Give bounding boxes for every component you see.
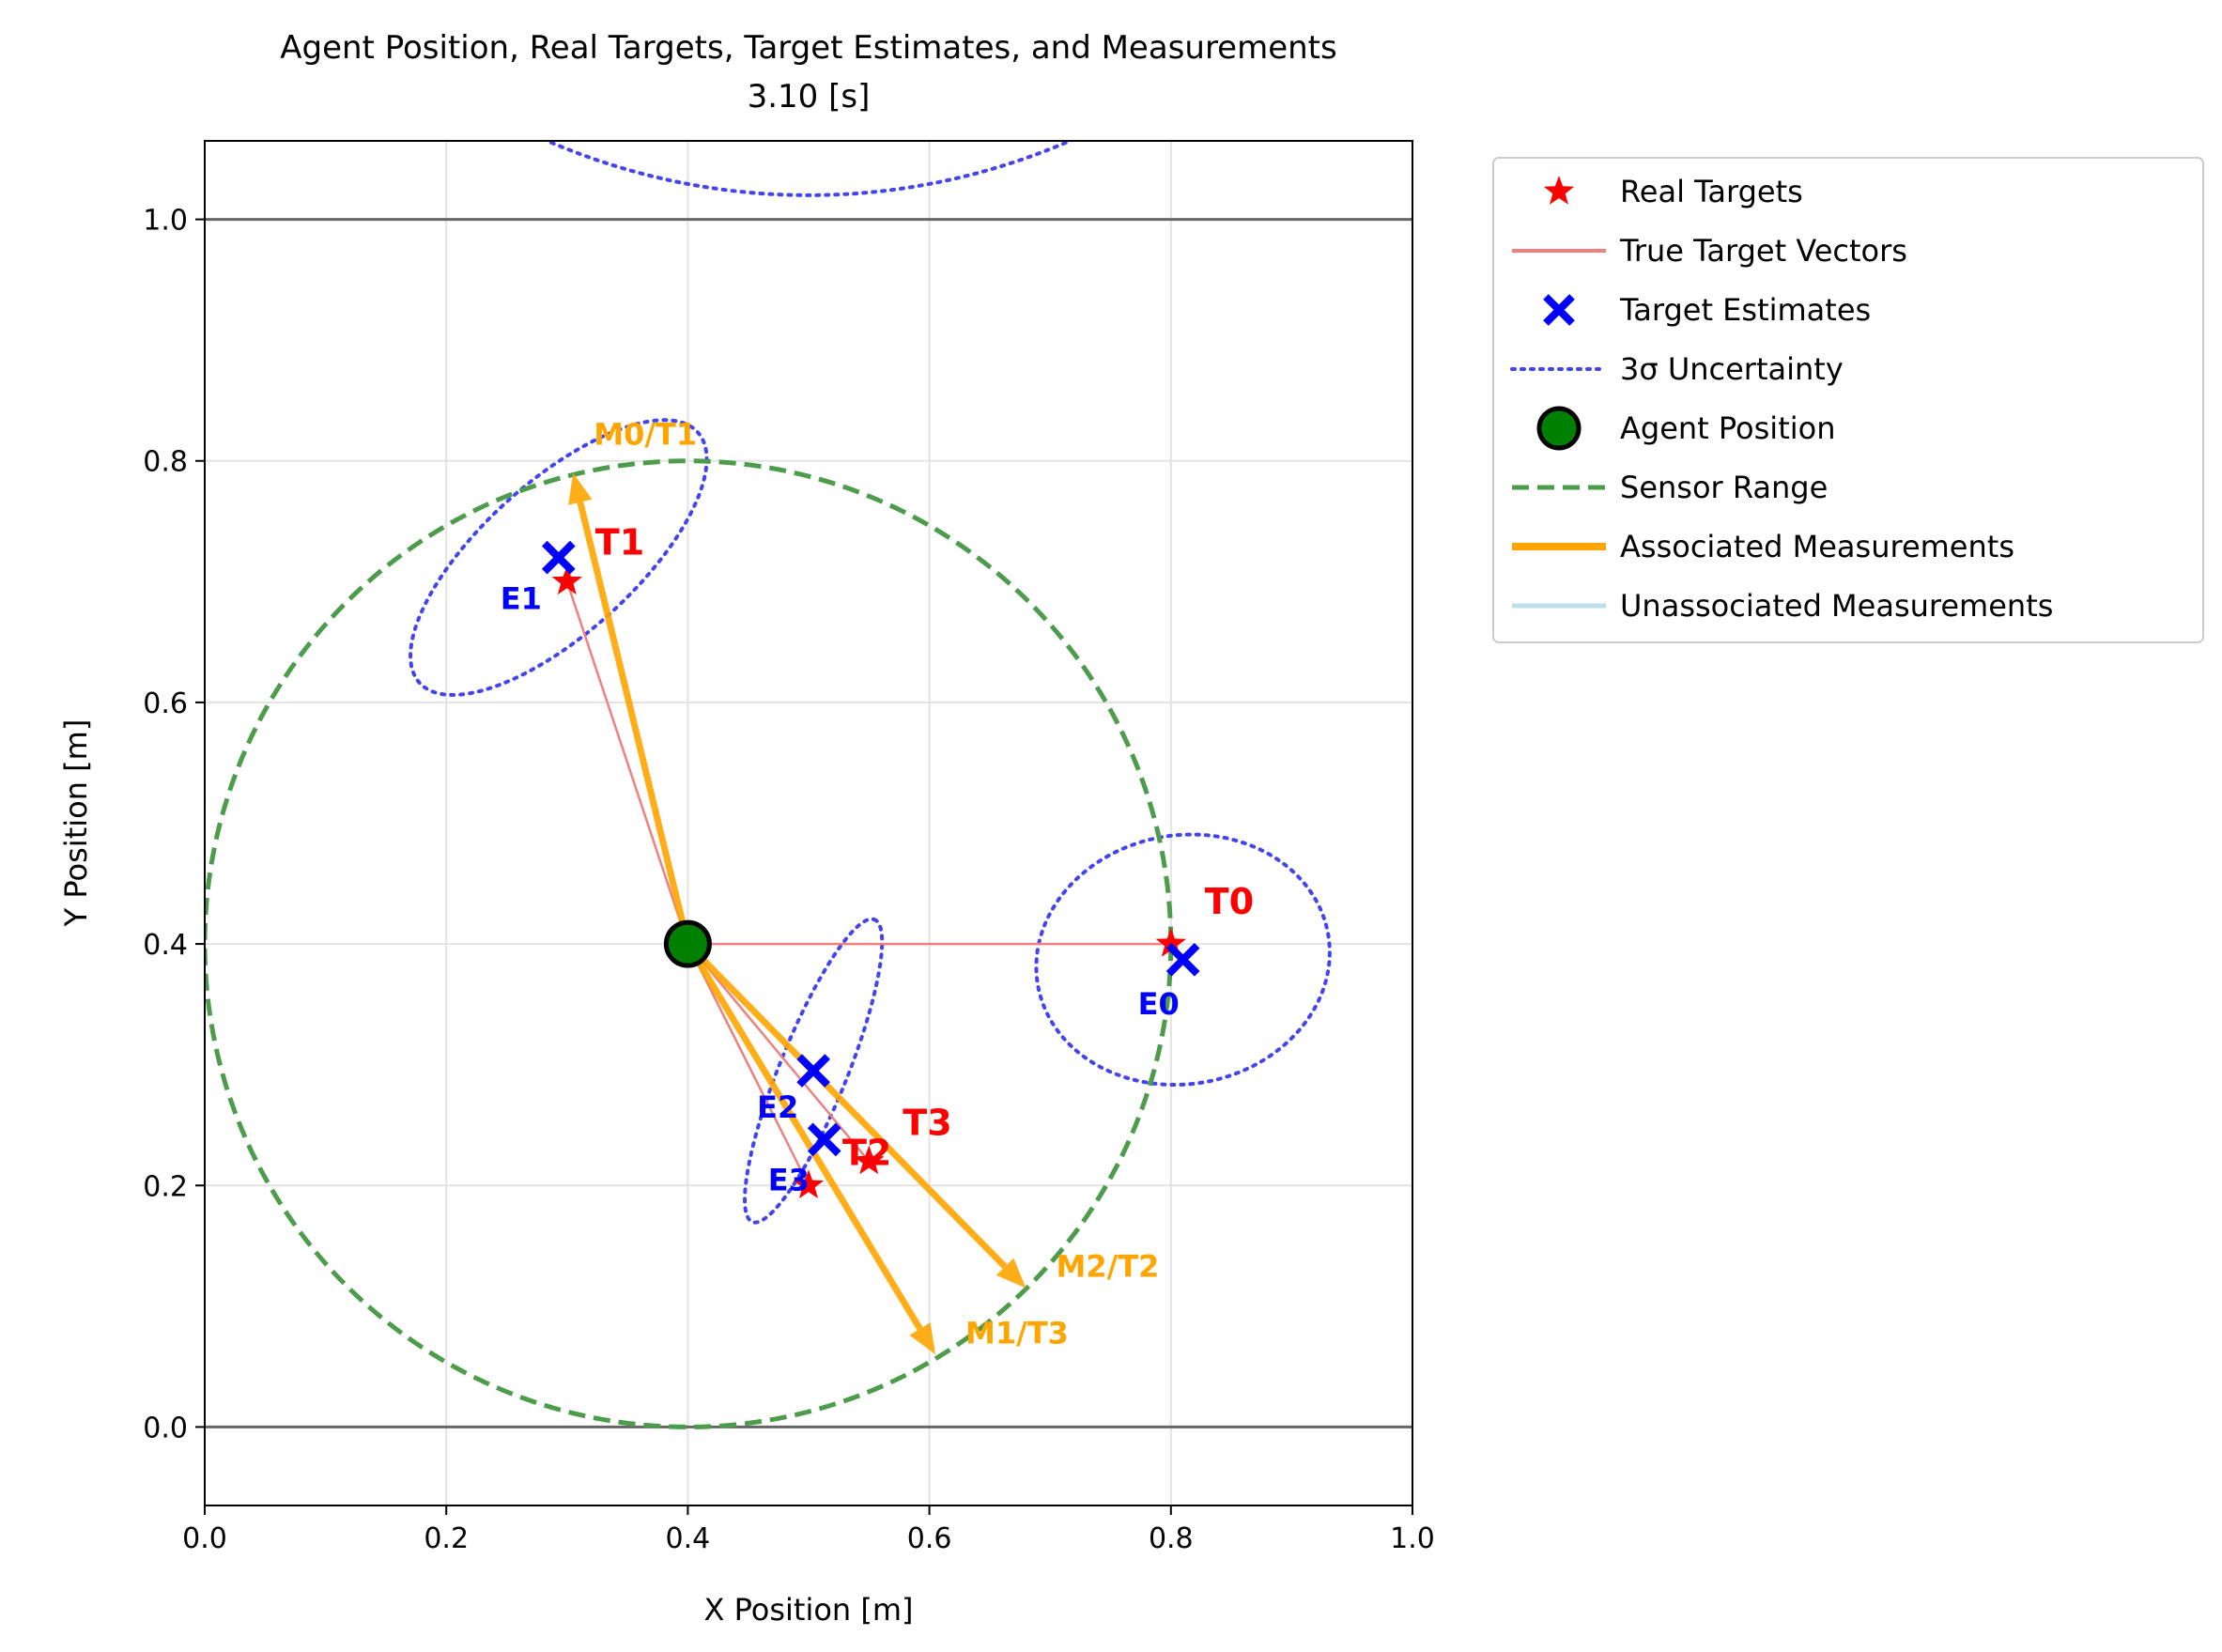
chart-subtitle: 3.10 [s] — [748, 78, 871, 116]
y-tick-label-2: 0.4 — [143, 929, 188, 962]
legend-x-icon — [1543, 294, 1575, 326]
true-vector-T3 — [687, 943, 871, 1163]
legend-label: Agent Position — [1620, 410, 1835, 446]
legend-entry-7: Unassociated Measurements — [1512, 588, 2053, 624]
estimate-label-E0: E0 — [1138, 986, 1180, 1022]
target-label-T1: T1 — [595, 521, 644, 563]
legend-label: 3σ Uncertainty — [1620, 351, 1844, 387]
uncertainty-ellipse-offscreen — [543, 141, 1074, 197]
y-tick-label-3: 0.6 — [143, 687, 188, 720]
estimate-marker-E1 — [541, 540, 576, 575]
true-vector-T1 — [565, 580, 689, 945]
legend-label: Target Estimates — [1619, 292, 1871, 328]
estimate-label-E3: E3 — [768, 1162, 810, 1197]
target-label-T3: T3 — [903, 1103, 951, 1144]
legend-label: True Target Vectors — [1619, 233, 1907, 269]
x-tick-label-0: 0.0 — [182, 1522, 227, 1555]
y-tick-label-4: 0.8 — [143, 446, 188, 479]
estimate-marker-E0 — [1165, 942, 1200, 977]
real-target-T2 — [793, 1169, 825, 1198]
x-tick-label-5: 1.0 — [1390, 1522, 1435, 1555]
measurement-label-1: M1/T3 — [965, 1315, 1069, 1351]
legend-entry-0: Real Targets — [1543, 174, 1803, 209]
legend-entry-1: True Target Vectors — [1512, 233, 1907, 269]
grid — [204, 141, 1413, 1505]
y-tick-label-0: 0.0 — [143, 1412, 188, 1444]
legend-agent-icon — [1536, 406, 1582, 451]
target-label-T0: T0 — [1205, 881, 1254, 922]
measurement-arrow-2 — [685, 941, 1008, 1270]
true-vector-T2 — [687, 943, 810, 1186]
legend-label: Sensor Range — [1620, 470, 1828, 505]
x-tick-label-1: 0.2 — [424, 1522, 469, 1555]
real-target-T0 — [1155, 928, 1186, 957]
legend-box — [1492, 157, 2204, 643]
uncertainty-ellipse-0 — [1034, 832, 1332, 1088]
estimate-marker-E2 — [796, 1054, 830, 1088]
legend-entry-3: 3σ Uncertainty — [1510, 351, 1844, 387]
x-tick-label-4: 0.8 — [1149, 1522, 1194, 1555]
target-label-T2: T2 — [842, 1132, 891, 1173]
legend-label: Real Targets — [1620, 174, 1803, 209]
estimate-label-E2: E2 — [757, 1089, 798, 1125]
measurement-label-2: M2/T2 — [1056, 1249, 1159, 1285]
measurement-arrowhead-2 — [995, 1258, 1026, 1289]
legend-entry-6: Associated Measurements — [1512, 529, 2014, 564]
plot-area: T0 T1 T2 T3 E0 E1 E2 E3 M0/T1 M1/T3 M2/T2 — [205, 141, 1332, 1429]
legend: Real Targets True Target Vectors Target Es… — [1492, 157, 2204, 643]
legend-label: Associated Measurements — [1620, 529, 2014, 564]
measurement-arrow-0 — [577, 501, 691, 945]
real-target-T1 — [551, 565, 582, 595]
measurement-arrowhead-0 — [568, 472, 593, 505]
plot-frame — [204, 140, 1413, 1506]
estimate-label-E1: E1 — [501, 581, 542, 617]
legend-entry-5: Sensor Range — [1512, 470, 1828, 505]
chart-title: Agent Position, Real Targets, Target Est… — [280, 29, 1336, 67]
measurement-arrow-1 — [685, 942, 923, 1331]
axes: 0.0 0.2 0.4 0.6 0.8 1.0 0.0 0.2 0.4 0.6 0.8 1.0 — [143, 205, 1435, 1555]
x-tick-label-3: 0.6 — [907, 1522, 952, 1555]
y-tick-label-5: 1.0 — [143, 205, 188, 238]
x-axis-label: X Position [m] — [704, 1592, 914, 1628]
y-tick-label-1: 0.2 — [143, 1170, 188, 1203]
y-axis-label: Y Position [m] — [58, 719, 94, 928]
measurement-arrowhead-1 — [909, 1322, 936, 1355]
x-tick-label-2: 0.4 — [666, 1522, 711, 1555]
estimate-marker-E3 — [807, 1122, 841, 1157]
real-target-T3 — [854, 1145, 885, 1175]
measurement-label-0: M0/T1 — [594, 417, 697, 453]
legend-star-icon — [1543, 176, 1575, 205]
legend-label: Unassociated Measurements — [1620, 588, 2053, 624]
legend-entry-4: Agent Position — [1536, 406, 1835, 451]
agent-marker — [663, 919, 712, 968]
legend-entry-2: Target Estimates — [1543, 292, 1871, 328]
